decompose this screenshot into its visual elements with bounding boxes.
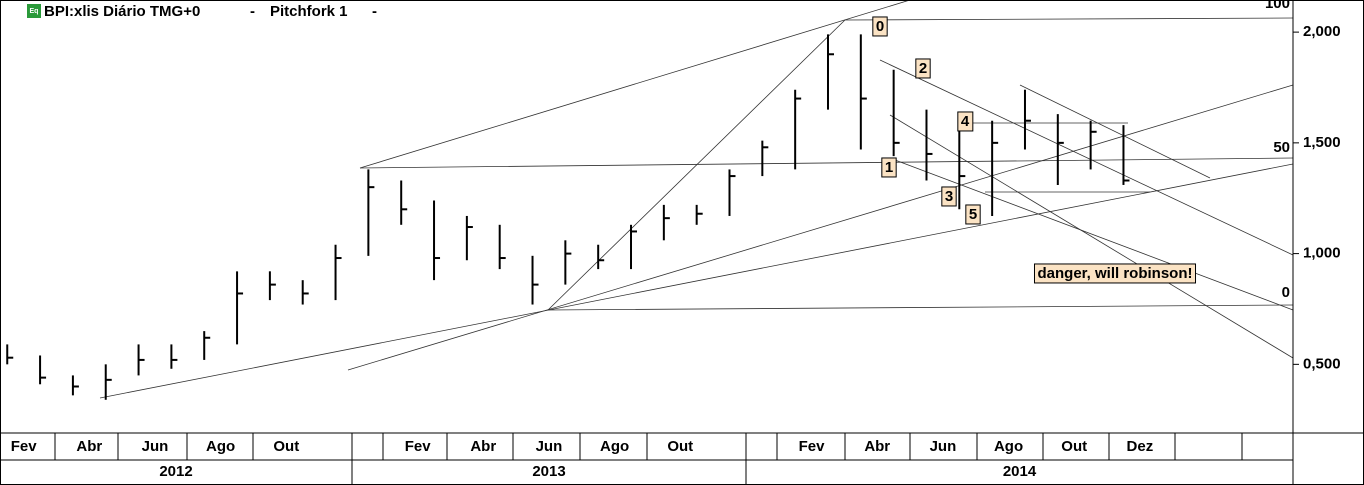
y-tick-label: 1,500: [1303, 134, 1341, 151]
x-tick-label: Abr: [76, 438, 102, 455]
x-tick-label: Fev: [405, 438, 432, 455]
icon-label: Eq: [30, 8, 39, 15]
annotation-label: 5: [969, 206, 977, 223]
fib-label: 100: [1265, 0, 1290, 12]
annotation-label: 3: [945, 188, 953, 205]
x-tick-label: Abr: [470, 438, 496, 455]
separator: -: [250, 3, 255, 20]
chart-title: BPI:xlis Diário TMG+0: [44, 3, 200, 20]
annotation-label: danger, will robinson!: [1037, 265, 1192, 282]
annotation: danger, will robinson!: [1033, 263, 1197, 284]
annotation-label: 2: [919, 60, 927, 77]
y-tick-label: 0,500: [1303, 355, 1341, 372]
x-tick-label: Out: [667, 438, 693, 455]
x-tick-label: Dez: [1127, 438, 1154, 455]
annotation: 2: [915, 58, 931, 79]
symbol-icon: [27, 4, 41, 18]
x-tick-label: Out: [273, 438, 299, 455]
annotation-box: [941, 186, 957, 207]
annotation-box: [957, 111, 974, 132]
annotation-box: [965, 204, 981, 225]
annotation-label: 0: [876, 18, 884, 35]
annotation: 3: [941, 186, 957, 207]
x-tick-label: Out: [1061, 438, 1087, 455]
separator: -: [372, 3, 377, 20]
x-tick-label: Jun: [142, 438, 169, 455]
fib-label: 50: [1273, 139, 1290, 156]
x-tick-label: Ago: [994, 438, 1023, 455]
x-tick-label: Fev: [11, 438, 38, 455]
y-tick-label: 2,000: [1303, 23, 1341, 40]
annotation: 0: [872, 16, 888, 37]
annotation-label: 1: [885, 159, 893, 176]
year-label: 2014: [1003, 463, 1037, 480]
x-tick-label: Ago: [600, 438, 629, 455]
x-tick-label: Fev: [799, 438, 826, 455]
annotation-box: [1033, 263, 1197, 284]
year-label: 2013: [532, 463, 565, 480]
year-label: 2012: [159, 463, 192, 480]
x-tick-label: Ago: [206, 438, 235, 455]
annotation-box: [915, 58, 931, 79]
annotation-box: [872, 16, 888, 37]
annotation: 1: [881, 157, 897, 178]
annotation: 5: [965, 204, 981, 225]
annotation-label: 4: [961, 113, 970, 130]
annotation: 4: [957, 111, 974, 132]
fib-label: 0: [1282, 284, 1290, 301]
study-label[interactable]: Pitchfork 1: [270, 3, 348, 20]
x-tick-label: Jun: [930, 438, 957, 455]
y-tick-label: 1,000: [1303, 245, 1341, 262]
x-tick-label: Abr: [864, 438, 890, 455]
annotation-box: [881, 157, 897, 178]
x-tick-label: Jun: [536, 438, 563, 455]
